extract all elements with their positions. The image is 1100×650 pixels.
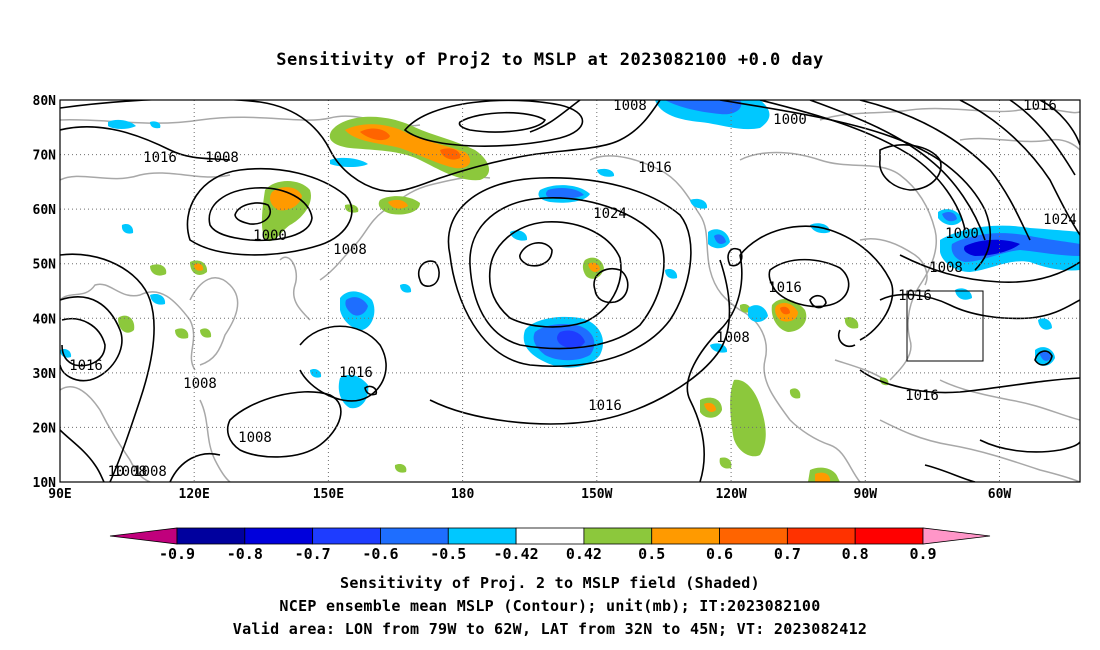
colorbar-bin bbox=[244, 527, 314, 545]
contour-label: 1008 bbox=[238, 430, 272, 446]
contour-label: 1016 bbox=[905, 388, 939, 404]
caption-shading: Sensitivity of Proj. 2 to MSLP field (Sh… bbox=[340, 574, 760, 592]
colorbar-tick-label: 0.5 bbox=[638, 545, 665, 563]
contour-label: 10 bbox=[108, 464, 125, 480]
lat-label: 40N bbox=[33, 312, 57, 327]
contour-label: 1016 bbox=[1023, 98, 1057, 114]
lat-label: 70N bbox=[33, 149, 57, 164]
lon-label: 60W bbox=[988, 487, 1012, 502]
contour-label: 1008 bbox=[716, 330, 750, 346]
contour-label: 1008 bbox=[183, 376, 217, 392]
lon-label: 120E bbox=[179, 487, 210, 502]
lon-label: 120W bbox=[715, 487, 746, 502]
contour-label: 1016 bbox=[588, 398, 622, 414]
lat-label: 80N bbox=[33, 94, 57, 109]
lon-label: 150E bbox=[313, 487, 344, 502]
mslp-contours bbox=[60, 100, 1080, 482]
colorbar bbox=[109, 527, 991, 545]
lat-label: 50N bbox=[33, 258, 57, 273]
colorbar-tick-label: -0.7 bbox=[295, 545, 331, 563]
colorbar-bin bbox=[786, 527, 856, 545]
contour-label: 1008 bbox=[333, 242, 367, 258]
colorbar-tick-label: 0.6 bbox=[706, 545, 733, 563]
caption-valid-area: Valid area: LON from 79W to 62W, LAT fro… bbox=[232, 620, 868, 638]
lon-label: 180 bbox=[451, 487, 475, 502]
valid-area-box bbox=[906, 290, 984, 362]
contour-label: 1016 bbox=[768, 280, 802, 296]
lat-label: 60N bbox=[33, 203, 57, 218]
colorbar-tick-label: -0.9 bbox=[159, 545, 195, 563]
contour-label: 1000 bbox=[945, 226, 979, 242]
colorbar-bin bbox=[515, 527, 585, 545]
latitude-labels: 80N 70N 60N 50N 40N 30N 20N 10N bbox=[33, 94, 57, 491]
colorbar-min-arrow bbox=[109, 527, 178, 545]
lat-label: 20N bbox=[33, 421, 57, 436]
colorbar-bin bbox=[312, 527, 381, 545]
longitude-labels: 90E 120E 150E 180 150W 120W 90W 60W bbox=[48, 487, 1011, 502]
colorbar-tick-label: -0.5 bbox=[430, 545, 466, 563]
contour-labels: 1008 1016 1008 1000 1016 1024 1000 1008 1016 1016… bbox=[69, 98, 1077, 480]
contour-label: 1008 bbox=[613, 98, 647, 114]
contour-label: 1000 bbox=[773, 112, 807, 128]
lon-label: 150W bbox=[581, 487, 612, 502]
colorbar-tick-labels: -0.9 -0.8 -0.7 -0.6 -0.5 -0.42 0.42 0.5 0.6 0.7 0.… bbox=[159, 545, 937, 563]
contour-label: 1024 bbox=[593, 206, 627, 222]
colorbar-tick-label: -0.42 bbox=[494, 545, 539, 563]
colorbar-bin bbox=[719, 527, 788, 545]
lon-label: 90W bbox=[854, 487, 878, 502]
colorbar-tick-label: 0.8 bbox=[842, 545, 869, 563]
contour-label: 1008 bbox=[205, 150, 239, 166]
contour-label: 1008 bbox=[113, 464, 147, 480]
colorbar-bin bbox=[854, 527, 924, 545]
colorbar-bin bbox=[176, 527, 246, 545]
colorbar-bin bbox=[447, 527, 517, 545]
colorbar-bin bbox=[651, 527, 720, 545]
colorbar-tick-label: -0.6 bbox=[362, 545, 398, 563]
contour-label: 1016 bbox=[638, 160, 672, 176]
colorbar-bin bbox=[583, 527, 653, 545]
contour-label: 1000 bbox=[253, 228, 287, 244]
colorbar-max-arrow bbox=[922, 527, 991, 545]
contour-label: 1008 bbox=[133, 464, 167, 480]
contour-label: 1016 bbox=[898, 288, 932, 304]
colorbar-tick-label: 0.9 bbox=[909, 545, 936, 563]
colorbar-tick-label: 0.42 bbox=[566, 545, 602, 563]
colorbar-tick-label: -0.8 bbox=[227, 545, 263, 563]
contour-label: 1016 bbox=[143, 150, 177, 166]
caption-contour: NCEP ensemble mean MSLP (Contour); unit(… bbox=[279, 597, 821, 615]
colorbar-tick-label: 0.7 bbox=[774, 545, 801, 563]
lat-label: 30N bbox=[33, 367, 57, 382]
contour-label: 1024 bbox=[1043, 212, 1077, 228]
page-title: Sensitivity of Proj2 to MSLP at 20230821… bbox=[276, 50, 824, 70]
lat-label: 10N bbox=[33, 476, 57, 491]
contour-label: 1016 bbox=[339, 365, 373, 381]
contour-label: 1016 bbox=[69, 358, 103, 374]
colorbar-bin bbox=[380, 527, 449, 545]
lon-label: 90E bbox=[48, 487, 71, 502]
map-frame bbox=[59, 99, 1081, 483]
contour-label: 1008 bbox=[929, 260, 963, 276]
